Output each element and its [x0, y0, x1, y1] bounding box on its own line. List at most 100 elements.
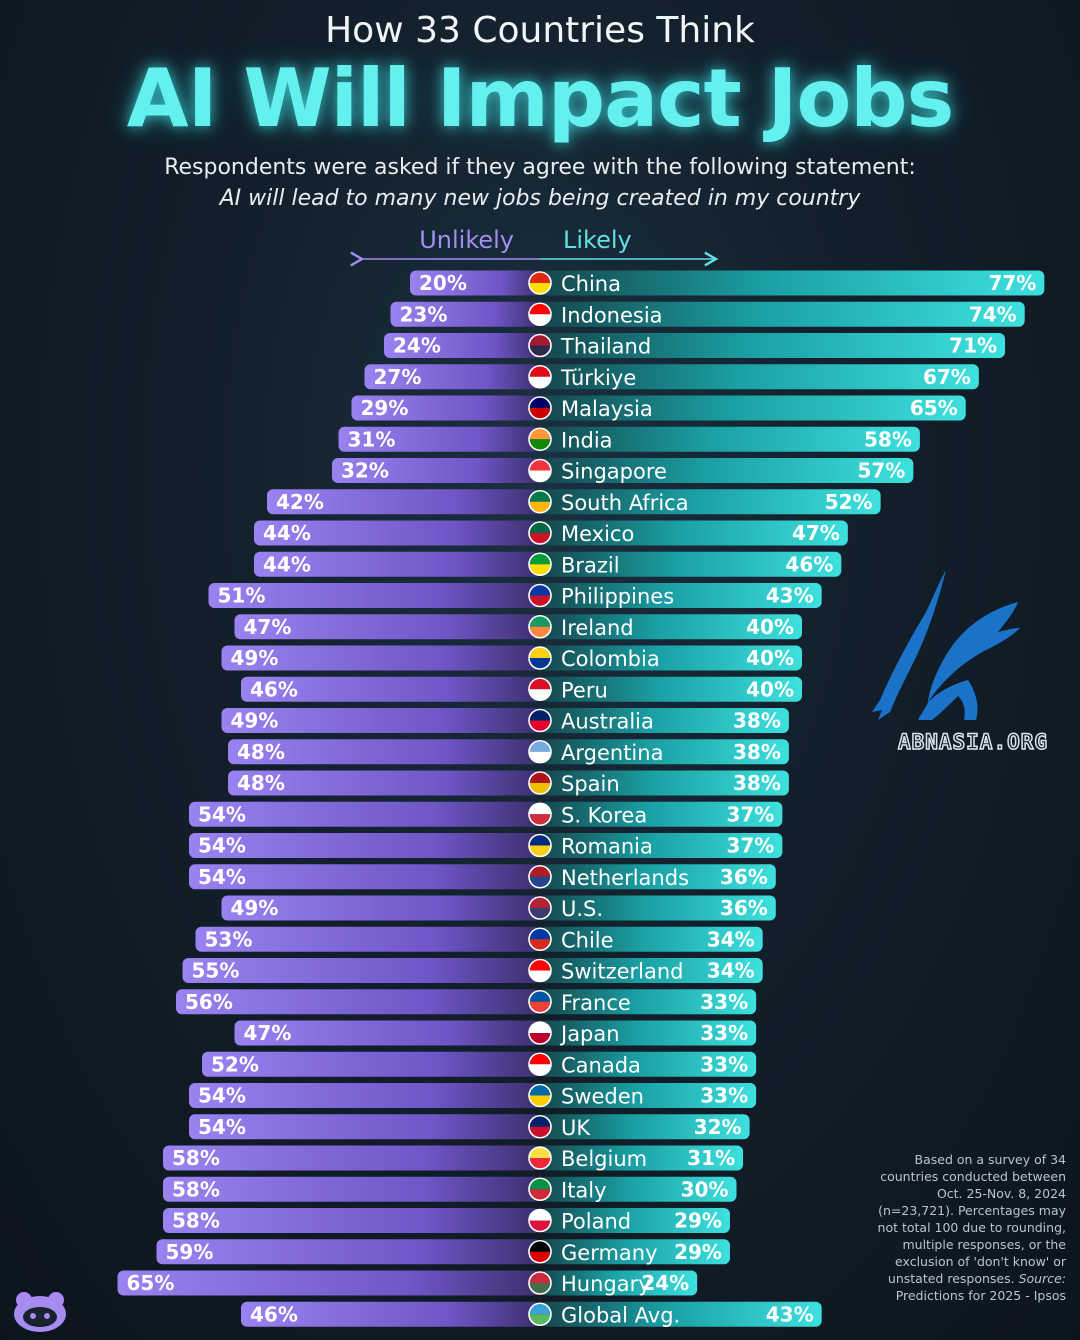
bar-likely: [540, 958, 763, 983]
country-label: Global Avg.: [561, 1303, 680, 1327]
value-label-unlikely: 47%: [244, 615, 292, 639]
bar-likely: [540, 770, 789, 796]
country-flag-icon: [528, 364, 552, 389]
country-label: UK: [561, 1116, 591, 1140]
value-label-likely: 29%: [674, 1209, 722, 1233]
country-label: Brazil: [561, 553, 620, 577]
legend-likely: Likely: [563, 226, 632, 254]
bar-unlikely: [410, 270, 540, 296]
value-label-unlikely: 58%: [172, 1146, 220, 1170]
country-flag-icon: [528, 833, 552, 858]
value-label-unlikely: 54%: [198, 802, 246, 826]
country-flag-icon: [528, 1302, 552, 1327]
country-label: Thailand: [560, 335, 651, 359]
country-flag-icon: [528, 489, 552, 514]
bar-unlikely: [364, 364, 540, 390]
value-label-unlikely: 54%: [198, 1084, 246, 1108]
value-label-unlikely: 27%: [374, 365, 422, 389]
country-label: Belgium: [561, 1147, 647, 1171]
country-label: South Africa: [561, 491, 689, 515]
bar-unlikely: [163, 1145, 540, 1171]
country-label: Hungary: [561, 1272, 651, 1296]
bar-unlikely: [189, 1083, 540, 1108]
value-label-unlikely: 49%: [231, 709, 279, 733]
country-label: Ireland: [561, 616, 634, 640]
bar-likely: [540, 614, 802, 640]
value-label-unlikely: 53%: [205, 927, 253, 951]
bar-likely: [540, 895, 776, 921]
bar-unlikely: [221, 708, 540, 733]
bar-likely: [540, 301, 1025, 327]
country-flag-icon: [528, 927, 552, 952]
value-label-unlikely: 47%: [244, 1021, 292, 1045]
country-label: Japan: [559, 1022, 620, 1046]
bar-unlikely: [195, 926, 540, 952]
value-label-likely: 71%: [949, 334, 997, 358]
value-label-unlikely: 31%: [348, 427, 396, 451]
bar-likely: [540, 1270, 698, 1296]
source-text: Predictions for 2025 - Ipsos: [895, 1288, 1066, 1303]
country-label: Spain: [561, 772, 620, 796]
bar-likely: [540, 1020, 757, 1046]
country-flag-icon: [528, 396, 552, 420]
value-label-unlikely: 49%: [231, 646, 279, 670]
value-label-likely: 31%: [687, 1146, 735, 1170]
legend-unlikely: Unlikely: [419, 226, 514, 254]
value-label-unlikely: 46%: [250, 677, 298, 701]
country-label: S. Korea: [561, 803, 647, 827]
value-label-likely: 33%: [700, 1021, 748, 1045]
bar-unlikely: [163, 1176, 540, 1202]
bar-likely: [540, 426, 920, 452]
value-label-likely: 38%: [733, 709, 781, 733]
value-label-unlikely: 58%: [172, 1177, 220, 1201]
bar-likely: [540, 833, 783, 858]
bar-likely: [540, 1051, 757, 1077]
value-label-unlikely: 44%: [263, 552, 311, 576]
country-flag-icon: [528, 864, 552, 889]
bar-likely: [540, 926, 763, 952]
bar-unlikely: [234, 1020, 540, 1046]
bar-likely: [540, 739, 789, 765]
bar-likely: [540, 1208, 730, 1233]
value-label-likely: 67%: [923, 365, 971, 389]
bar-unlikely: [234, 614, 540, 640]
bar-unlikely: [241, 1301, 540, 1327]
value-label-unlikely: 65%: [127, 1271, 175, 1295]
bar-unlikely: [117, 1270, 540, 1296]
bar-likely: [540, 270, 1045, 296]
bar-unlikely: [163, 1208, 540, 1233]
value-label-unlikely: 51%: [218, 584, 266, 608]
country-flag-icon: [528, 458, 552, 483]
value-label-unlikely: 59%: [166, 1240, 214, 1264]
country-label: Netherlands: [561, 866, 689, 890]
brand-logo-icon: [14, 1292, 66, 1332]
value-label-likely: 34%: [707, 959, 755, 983]
footnote-text: Based on a survey of 34 countries conduc…: [877, 1152, 1066, 1286]
bar-unlikely: [351, 395, 540, 421]
bar-unlikely: [221, 895, 540, 921]
value-label-likely: 33%: [700, 1084, 748, 1108]
value-label-unlikely: 52%: [211, 1052, 259, 1076]
value-label-likely: 37%: [726, 834, 774, 858]
footnote: Based on a survey of 34 countries conduc…: [870, 1151, 1066, 1304]
value-label-likely: 37%: [726, 802, 774, 826]
bar-likely: [540, 645, 802, 671]
value-label-unlikely: 55%: [192, 959, 240, 983]
bar-likely: [540, 520, 848, 546]
country-flag-icon: [528, 1146, 552, 1170]
country-flag-icon: [528, 552, 552, 577]
value-label-unlikely: 44%: [263, 521, 311, 545]
country-label: Italy: [561, 1178, 607, 1202]
value-label-likely: 34%: [707, 927, 755, 951]
bar-unlikely: [332, 458, 540, 483]
bar-likely: [540, 551, 842, 577]
value-label-unlikely: 23%: [400, 302, 448, 326]
country-flag-icon: [528, 333, 552, 358]
country-flag-icon: [528, 1208, 552, 1233]
survey-statement: AI will lead to many new jobs being crea…: [219, 186, 861, 211]
country-label: Australia: [561, 710, 654, 734]
bar-likely: [540, 489, 881, 515]
bar-unlikely: [221, 645, 540, 671]
country-label: France: [561, 991, 631, 1015]
country-label: Canada: [561, 1053, 641, 1077]
